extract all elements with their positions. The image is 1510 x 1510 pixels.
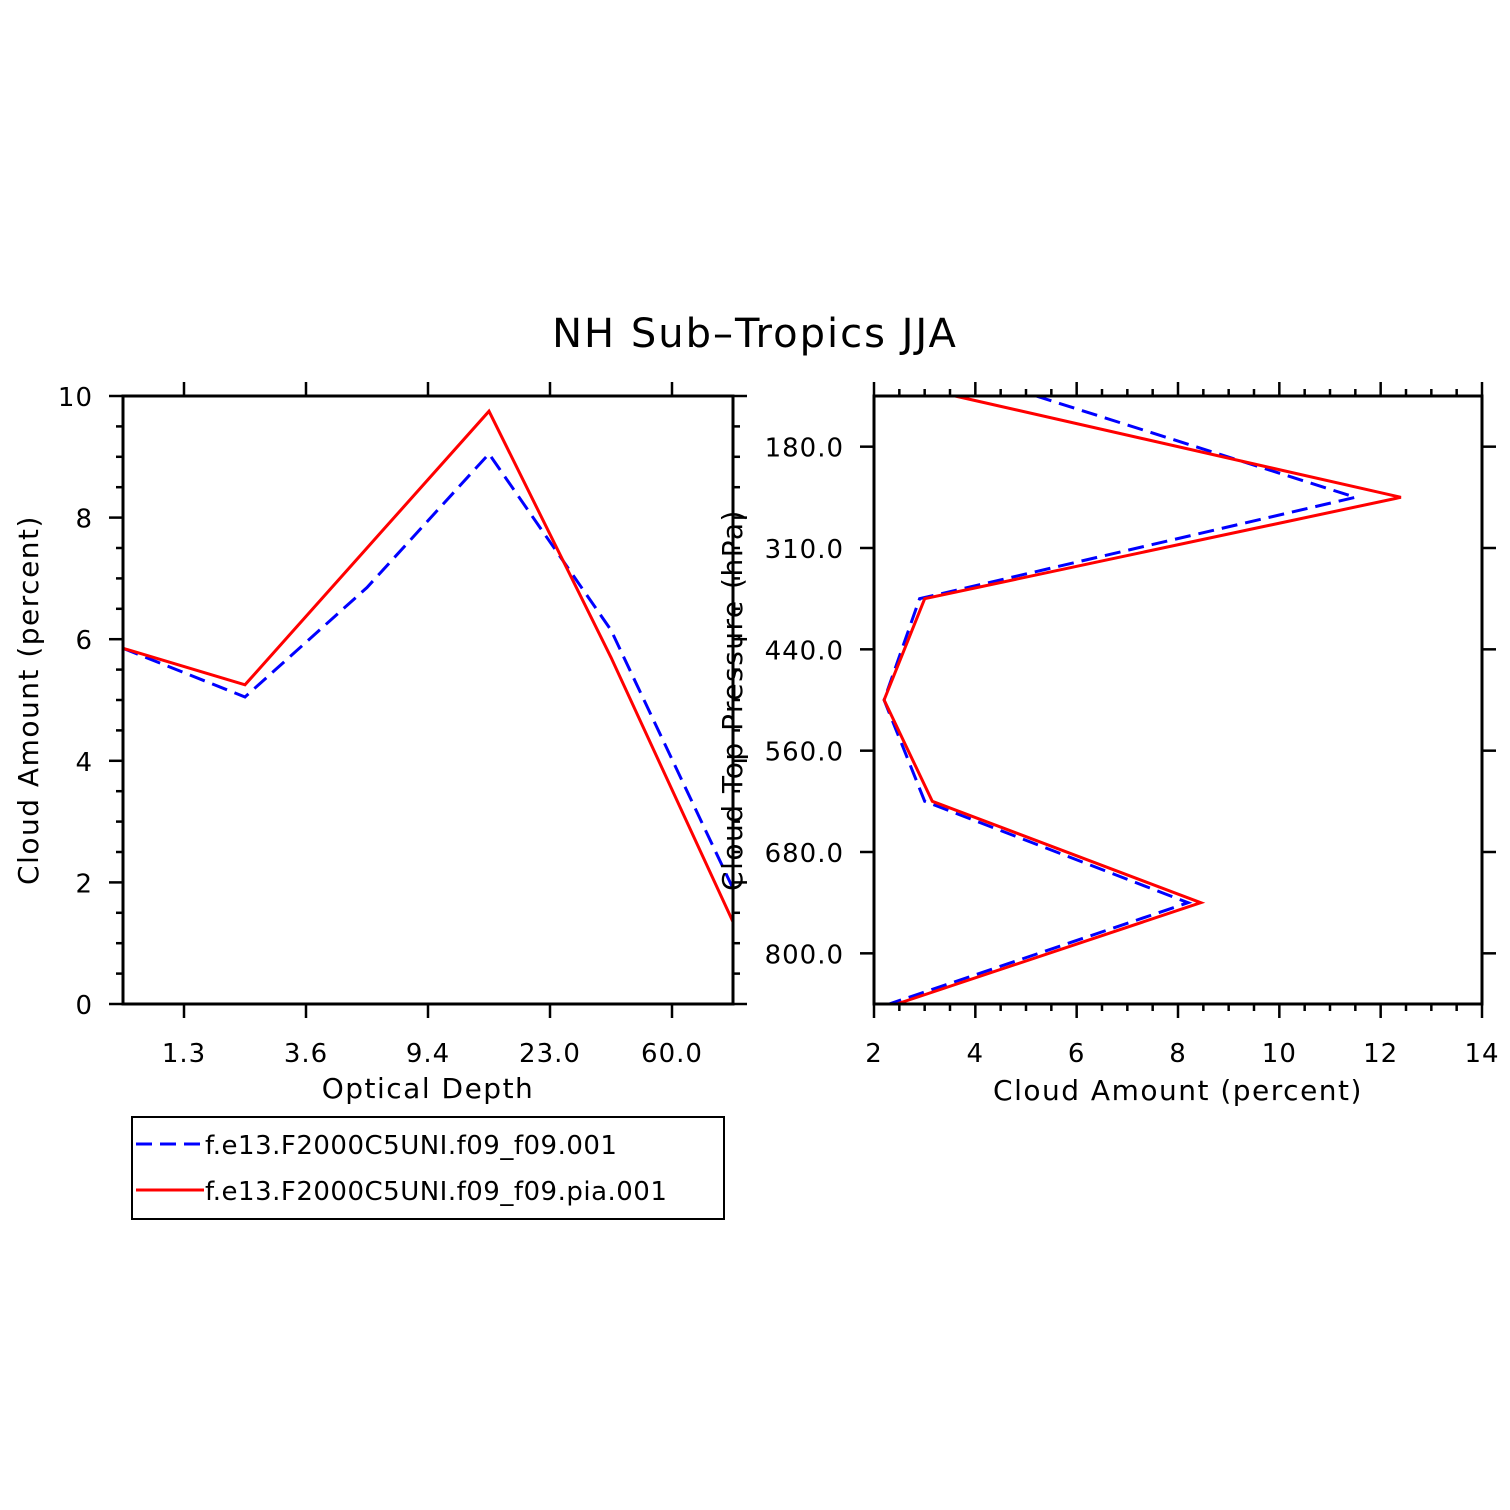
y-tick-label: 6 [75, 626, 93, 656]
x-tick-label: 3.6 [284, 1039, 328, 1069]
x-tick-label: 9.4 [406, 1039, 450, 1069]
series-line-1 [122, 451, 735, 890]
figure-title: NH Sub–Tropics JJA [552, 311, 958, 357]
x-tick-label: 12 [1363, 1039, 1398, 1069]
y-axis-title: Cloud Top Pressure (hPa) [716, 509, 749, 891]
x-tick-label: 6 [1068, 1039, 1086, 1069]
plot-frame [121, 394, 735, 1006]
x-tick-label: 4 [967, 1039, 985, 1069]
y-tick-label: 2 [75, 869, 93, 899]
y-tick-label: 680.0 [765, 839, 844, 869]
y-tick-label: 800.0 [765, 940, 844, 970]
legend-label-2: f.e13.F2000C5UNI.f09_f09.pia.001 [205, 1177, 667, 1207]
x-tick-label: 10 [1262, 1039, 1297, 1069]
y-tick-label: 8 [75, 505, 93, 535]
y-tick-label: 180.0 [765, 434, 844, 464]
x-tick-label: 1.3 [162, 1039, 206, 1069]
y-tick-label: 560.0 [765, 738, 844, 768]
legend-label-1: f.e13.F2000C5UNI.f09_f09.001 [205, 1131, 617, 1161]
y-tick-label: 440.0 [765, 636, 844, 666]
x-axis-title: Cloud Amount (percent) [993, 1074, 1363, 1107]
x-axis-title: Optical Depth [322, 1072, 535, 1105]
plot-frame [872, 394, 1484, 1006]
series-line-2 [882, 394, 1402, 1006]
y-tick-label: 0 [75, 991, 93, 1021]
x-tick-label: 2 [865, 1039, 883, 1069]
y-tick-label: 10 [58, 383, 93, 413]
x-tick-label: 14 [1464, 1039, 1499, 1069]
y-tick-label: 310.0 [765, 535, 844, 565]
legend: f.e13.F2000C5UNI.f09_f09.001 f.e13.F2000C… [131, 1116, 725, 1220]
y-tick-label: 4 [75, 748, 93, 778]
y-axis-title: Cloud Amount (percent) [12, 515, 45, 885]
optical-depth-panel: 0 2 4 6 8 10 1.3 3.6 9.4 23.0 60.0 Optical Depth Clo… [12, 382, 747, 1105]
series-line-2 [122, 408, 735, 923]
series-line-1 [882, 394, 1361, 1006]
x-tick-label: 23.0 [519, 1039, 581, 1069]
x-tick-label: 60.0 [641, 1039, 703, 1069]
x-tick-label: 8 [1169, 1039, 1187, 1069]
legend-box [131, 1116, 725, 1220]
pressure-panel: 2 4 6 8 10 12 14 180.0 310.0 440.0 560.0 680.0 800.0… [716, 382, 1499, 1107]
